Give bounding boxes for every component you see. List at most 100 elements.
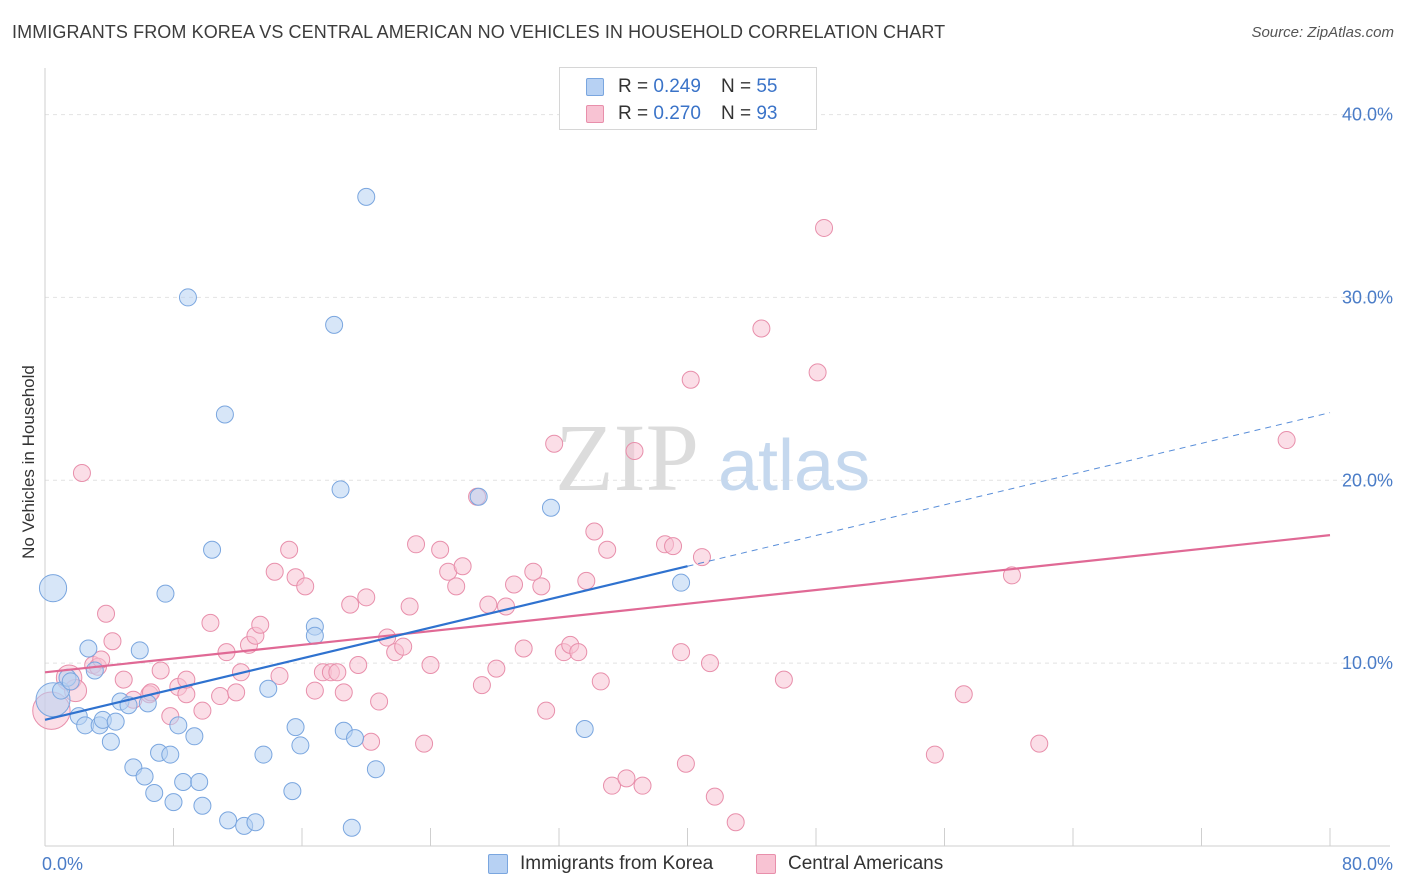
series-korea-points (35, 187, 691, 837)
korea-point (346, 729, 365, 748)
korea-point (130, 641, 149, 660)
central-americans-point (407, 535, 426, 554)
korea-point (215, 405, 234, 424)
central-americans-point (265, 562, 284, 581)
watermark-zip: ZIP (555, 404, 699, 511)
legend-label-korea: Immigrants from Korea (520, 853, 714, 874)
central-americans-point (585, 522, 604, 541)
central-americans-point (532, 577, 551, 596)
central-americans-point (349, 655, 368, 674)
central-americans-trend-line (44, 534, 1331, 674)
central-americans-point (431, 540, 450, 559)
legend-swatch-central-americans (586, 105, 604, 123)
central-americans-point (925, 745, 944, 764)
central-americans-point (700, 654, 719, 673)
central-americans-point (774, 670, 793, 689)
central-americans-point (341, 595, 360, 614)
korea-point (38, 574, 68, 603)
y-tick-label: 30.0% (1342, 287, 1393, 307)
legend-r-value: 0.249 (653, 76, 701, 97)
legend-swatch-central-americans (756, 854, 776, 874)
korea-point (575, 719, 594, 738)
central-americans-point (664, 537, 683, 556)
central-americans-point (394, 637, 413, 656)
central-americans-point (569, 643, 588, 662)
y-axis-label: No Vehicles in Household (19, 365, 38, 559)
legend-item-central-americans[interactable]: Central Americans (756, 851, 943, 877)
korea-point (246, 813, 265, 832)
korea-point (342, 818, 361, 837)
central-americans-point (151, 661, 170, 680)
korea-point (164, 793, 183, 812)
legend-row-korea: R = 0.249 N = 55 (586, 75, 777, 99)
korea-point (672, 573, 691, 592)
central-americans-point (726, 813, 745, 832)
central-americans-point (305, 681, 324, 700)
korea-point (161, 745, 180, 764)
central-americans-point (705, 787, 724, 806)
korea-point (190, 773, 209, 791)
legend-row-central-americans: R = 0.270 N = 93 (586, 102, 777, 126)
korea-point (219, 811, 238, 830)
central-americans-point (545, 434, 564, 453)
legend-label-central-americans: Central Americans (788, 853, 944, 874)
korea-point (283, 782, 302, 801)
central-americans-point (681, 370, 700, 389)
central-americans-point (598, 540, 617, 559)
chart-title: IMMIGRANTS FROM KOREA VS CENTRAL AMERICA… (12, 22, 946, 42)
korea-point (85, 661, 104, 680)
korea-point (254, 745, 273, 764)
central-americans-point (72, 463, 91, 482)
korea-point (79, 639, 98, 658)
korea-point (259, 679, 278, 698)
x-tick-label: 0.0% (42, 854, 83, 874)
central-americans-point (453, 557, 472, 576)
legend-swatch-korea (488, 854, 508, 874)
korea-point (169, 716, 188, 735)
korea-point (541, 498, 560, 517)
korea-point (366, 760, 385, 779)
legend-n-label: N = (720, 103, 752, 124)
korea-point (135, 767, 154, 786)
central-americans-point (815, 218, 834, 237)
central-americans-point (1277, 431, 1296, 450)
korea-point (156, 584, 175, 603)
trend-lines (44, 412, 1331, 721)
korea-point (203, 540, 222, 559)
x-tick-label: 80.0% (1342, 854, 1393, 874)
korea-point (325, 315, 344, 334)
series-central-americans-points (32, 218, 1296, 832)
central-americans-point (752, 319, 771, 338)
central-americans-point (227, 683, 246, 702)
central-americans-point (633, 776, 652, 795)
central-americans-point (479, 595, 498, 614)
central-americans-point (251, 615, 270, 634)
grid-layer (45, 114, 1390, 664)
central-americans-point (954, 685, 973, 704)
watermark: ZIP atlas (555, 404, 870, 511)
source-credit: Source: ZipAtlas.com (1251, 24, 1394, 41)
korea-point (185, 727, 204, 746)
central-americans-point (114, 670, 133, 689)
korea-trend-extension (687, 412, 1331, 567)
central-americans-point (692, 548, 711, 567)
central-americans-point (211, 687, 230, 706)
legend-item-korea[interactable]: Immigrants from Korea (488, 851, 713, 877)
central-americans-point (603, 776, 622, 795)
central-americans-point (415, 734, 434, 753)
korea-point (469, 487, 488, 506)
central-americans-point (537, 701, 556, 720)
series-legend: Immigrants from Korea Central Americans (0, 851, 1406, 879)
central-americans-point (505, 575, 524, 594)
korea-point (286, 718, 305, 737)
central-americans-point (270, 666, 289, 685)
central-americans-point (1030, 734, 1049, 753)
central-americans-point (514, 639, 533, 658)
central-americans-point (370, 692, 389, 711)
korea-point (61, 672, 80, 691)
korea-point (178, 288, 197, 307)
central-americans-point (487, 659, 506, 678)
tick-labels: 10.0% 20.0% 30.0% 40.0% 0.0% 80.0% No Vehicles… (19, 105, 1393, 874)
korea-point (357, 187, 376, 206)
